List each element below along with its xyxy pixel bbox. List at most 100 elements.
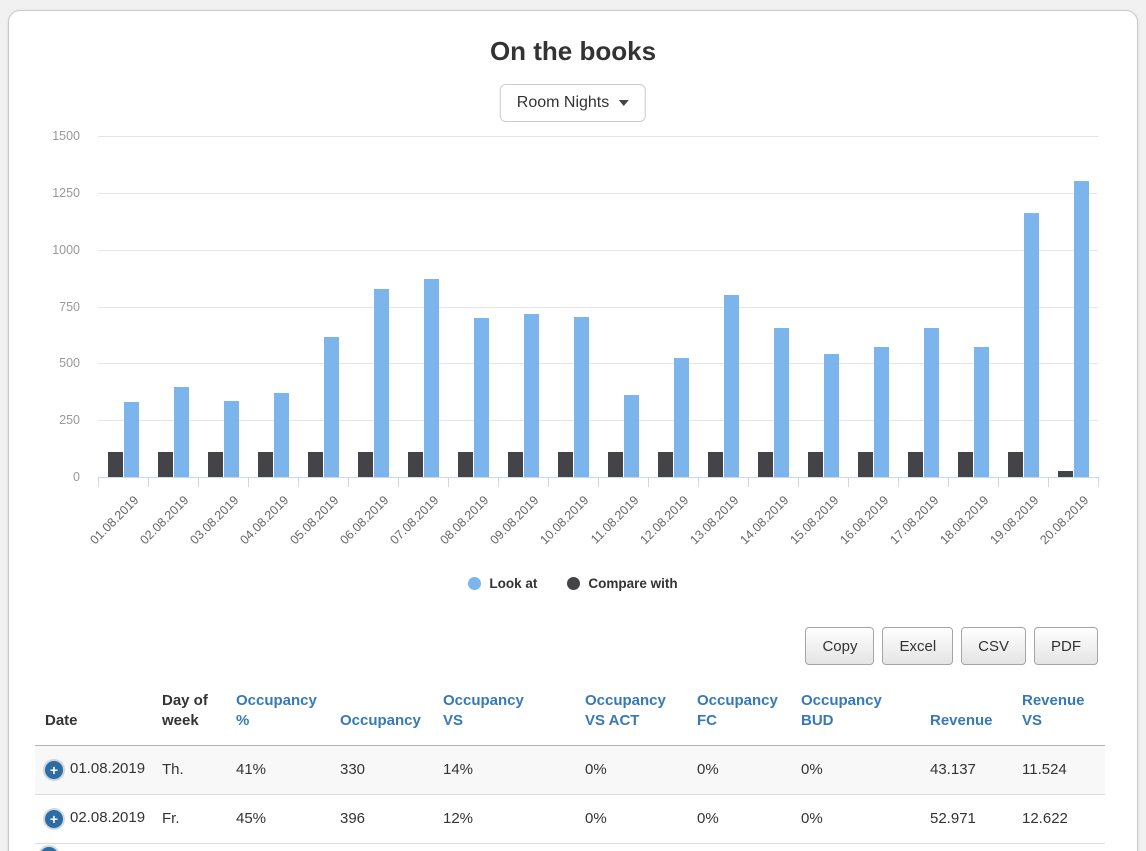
expand-row-icon[interactable] [40, 847, 58, 851]
bar-compare-with[interactable] [1057, 471, 1073, 477]
bar-compare-with[interactable] [207, 451, 223, 477]
bar-look-at[interactable] [423, 279, 439, 477]
y-axis-label: 1250 [52, 185, 80, 200]
bar-look-at[interactable] [823, 354, 839, 477]
bar-compare-with[interactable] [407, 451, 423, 477]
table-cell: 0% [575, 745, 687, 795]
table-cell: Th. [152, 745, 226, 795]
table-cell: 396 [330, 794, 433, 844]
table-cell: 0% [687, 794, 791, 844]
pdf-button[interactable]: PDF [1034, 627, 1098, 665]
date-value: 02.08.2019 [70, 809, 146, 827]
bar-compare-with[interactable] [357, 451, 373, 477]
legend-item-look-at[interactable]: Look at [468, 576, 537, 591]
bar-compare-with[interactable] [457, 451, 473, 477]
table-cell: 41% [226, 745, 330, 795]
x-axis-tick [948, 477, 949, 487]
bar-look-at[interactable] [673, 357, 689, 477]
bar-look-at[interactable] [1023, 213, 1039, 477]
table-cell: 0% [687, 745, 791, 795]
table-cell: 52.971 [920, 794, 1012, 844]
column-header-revenue-vs[interactable]: Revenue VS [1012, 680, 1105, 746]
column-header-revenue[interactable]: Revenue [920, 680, 1012, 746]
bar-compare-with[interactable] [307, 451, 323, 477]
legend-marker-icon [567, 577, 581, 590]
x-axis-tick [348, 477, 349, 487]
metric-dropdown-value: Room Nights [516, 94, 610, 111]
column-header-occupancy-bud[interactable]: Occupancy BUD [791, 680, 920, 746]
bar-look-at[interactable] [773, 328, 789, 477]
x-axis-tick [198, 477, 199, 487]
expand-row-icon[interactable]: + [45, 760, 63, 779]
bar-look-at[interactable] [523, 314, 539, 477]
bar-compare-with[interactable] [257, 451, 273, 477]
y-gridline [98, 192, 1098, 194]
table-cell: +01.08.2019 [35, 745, 152, 795]
legend-marker-icon [468, 577, 482, 590]
data-table-container: Date Day of week Occupancy % Occupancy Occup… [35, 680, 1105, 844]
bar-compare-with[interactable] [507, 451, 523, 477]
bar-look-at[interactable] [373, 289, 389, 477]
legend-label: Compare with [588, 576, 678, 591]
bar-look-at[interactable] [273, 392, 289, 477]
column-header-occupancy-vs-act[interactable]: Occupancy VS ACT [575, 680, 687, 746]
bar-look-at[interactable] [223, 400, 239, 477]
bar-compare-with[interactable] [1007, 451, 1023, 477]
bar-compare-with[interactable] [807, 451, 823, 477]
y-axis-label: 0 [73, 470, 80, 484]
y-axis-label: 250 [59, 413, 80, 428]
bar-look-at[interactable] [123, 401, 139, 477]
csv-button[interactable]: CSV [961, 627, 1026, 665]
bar-compare-with[interactable] [557, 451, 573, 477]
excel-button[interactable]: Excel [882, 627, 954, 665]
bar-look-at[interactable] [1073, 181, 1089, 477]
data-table: Date Day of week Occupancy % Occupancy Occup… [35, 680, 1105, 844]
bar-compare-with[interactable] [707, 451, 723, 477]
table-cell: 0% [791, 794, 920, 844]
x-axis-tick [148, 477, 149, 487]
bar-compare-with[interactable] [857, 451, 873, 477]
bar-look-at[interactable] [923, 328, 939, 477]
bar-compare-with[interactable] [957, 451, 973, 477]
bar-compare-with[interactable] [157, 451, 173, 477]
x-axis-tick [648, 477, 649, 487]
metric-dropdown[interactable]: Room Nights [499, 84, 647, 122]
bar-compare-with[interactable] [657, 451, 673, 477]
copy-button[interactable]: Copy [805, 627, 875, 665]
bar-compare-with[interactable] [757, 451, 773, 477]
x-axis-tick [898, 477, 899, 487]
x-axis-tick [1098, 477, 1099, 487]
table-cell: 0% [791, 745, 920, 795]
bar-compare-with[interactable] [607, 451, 623, 477]
bar-look-at[interactable] [973, 347, 989, 477]
column-header-occupancy-vs[interactable]: Occupancy VS [433, 680, 575, 746]
x-axis-tick [298, 477, 299, 487]
x-axis-tick [598, 477, 599, 487]
bar-look-at[interactable] [623, 395, 639, 477]
chevron-down-icon [619, 100, 630, 106]
bar-compare-with[interactable] [907, 451, 923, 477]
bar-look-at[interactable] [473, 317, 489, 477]
column-header-occupancy[interactable]: Occupancy [330, 680, 433, 746]
bar-look-at[interactable] [173, 386, 189, 477]
column-header-occupancy-fc[interactable]: Occupancy FC [687, 680, 791, 746]
table-cell: 12.622 [1012, 794, 1105, 844]
column-header-day-of-week[interactable]: Day of week [152, 680, 226, 746]
column-header-date[interactable]: Date [35, 680, 152, 746]
legend-item-compare-with[interactable]: Compare with [567, 576, 678, 591]
export-toolbar: Copy Excel CSV PDF [805, 627, 1098, 665]
bar-look-at[interactable] [723, 295, 739, 477]
legend-label: Look at [489, 576, 538, 591]
table-cell: 0% [575, 794, 687, 844]
bar-look-at[interactable] [573, 316, 589, 477]
y-gridline [98, 136, 1098, 137]
x-axis-tick [998, 477, 999, 487]
table-cell: +02.08.2019 [35, 794, 152, 844]
bar-look-at[interactable] [873, 347, 889, 477]
x-axis-tick [748, 477, 749, 487]
expand-row-icon[interactable]: + [45, 809, 63, 828]
bar-look-at[interactable] [323, 337, 339, 477]
column-header-occupancy-%[interactable]: Occupancy % [226, 680, 330, 746]
x-axis-tick [498, 477, 499, 487]
bar-compare-with[interactable] [107, 451, 123, 477]
